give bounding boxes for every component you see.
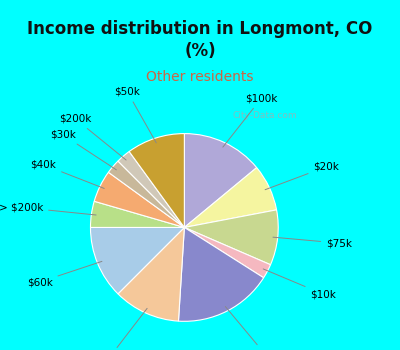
Wedge shape [184, 210, 278, 265]
Text: $150k: $150k [93, 308, 147, 350]
Wedge shape [129, 134, 184, 228]
Wedge shape [108, 161, 184, 228]
Wedge shape [184, 134, 257, 228]
Wedge shape [90, 228, 184, 294]
Text: $20k: $20k [265, 162, 339, 190]
Wedge shape [118, 152, 184, 228]
Text: $200k: $200k [59, 114, 126, 160]
Text: Income distribution in Longmont, CO
(%): Income distribution in Longmont, CO (%) [27, 20, 373, 60]
Wedge shape [184, 228, 270, 278]
Wedge shape [178, 228, 264, 321]
Text: $125k: $125k [225, 307, 282, 350]
Text: $50k: $50k [114, 87, 156, 143]
Text: $60k: $60k [27, 261, 102, 287]
Wedge shape [184, 168, 276, 228]
Text: $100k: $100k [223, 93, 278, 147]
Text: $10k: $10k [263, 269, 336, 299]
Text: > $200k: > $200k [0, 202, 96, 215]
Wedge shape [94, 172, 184, 228]
Wedge shape [118, 228, 184, 321]
Wedge shape [90, 201, 184, 228]
Text: City-Data.com: City-Data.com [233, 111, 298, 120]
Text: Other residents: Other residents [146, 70, 254, 84]
Text: $30k: $30k [50, 130, 116, 170]
Text: $40k: $40k [30, 160, 104, 188]
Text: $75k: $75k [273, 237, 352, 248]
